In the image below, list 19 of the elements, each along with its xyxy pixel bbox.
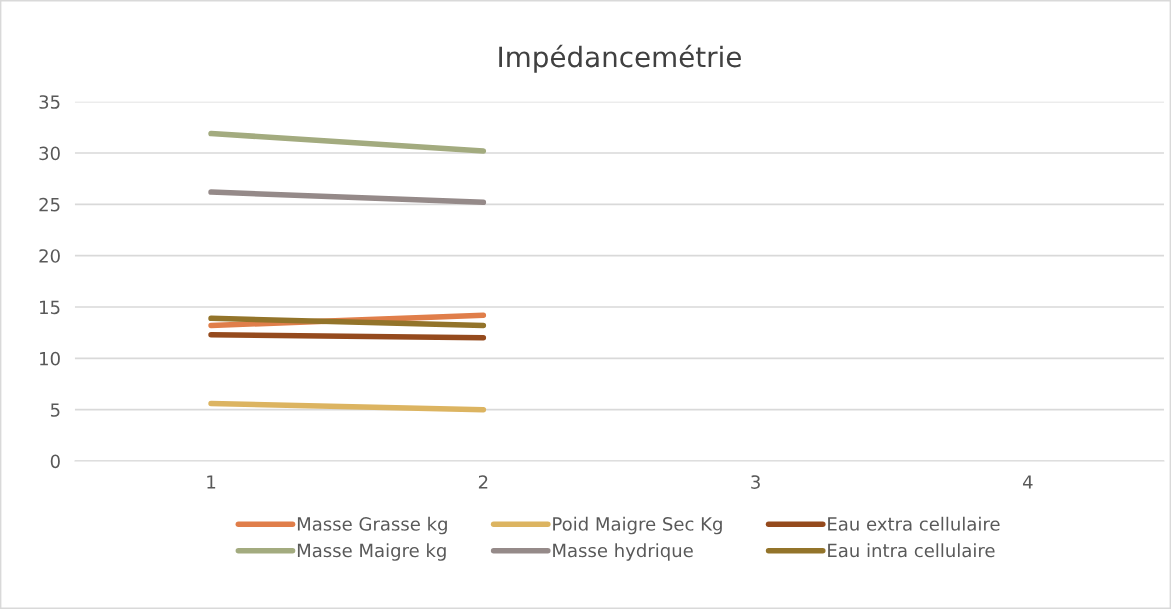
- y-tick-label: 30: [39, 146, 60, 161]
- legend-label: Eau extra cellulaire: [828, 516, 1000, 531]
- x-tick-label: 4: [1022, 475, 1033, 489]
- y-tick-label: 20: [39, 249, 60, 263]
- x-tick-label: 3: [751, 475, 760, 489]
- legend-label: Masse Maigre kg: [297, 543, 446, 561]
- legend-label: Masse Grasse kg: [297, 516, 447, 535]
- chart-title: Impédancemétrie: [499, 44, 741, 73]
- legend-label: Eau intra cellulaire: [828, 543, 995, 558]
- y-tick-label: 15: [40, 300, 60, 315]
- legend-label: Poid Maigre Sec Kg: [553, 516, 722, 535]
- x-tick-label: 2: [478, 475, 488, 489]
- y-tick-label: 25: [39, 197, 60, 212]
- y-tick-label: 5: [50, 403, 60, 417]
- y-tick-label: 10: [40, 351, 60, 366]
- x-tick-label: 1: [207, 475, 216, 489]
- y-tick-label: 35: [39, 95, 60, 109]
- y-tick-label: 0: [50, 454, 60, 469]
- legend-label: Masse hydrique: [553, 543, 693, 561]
